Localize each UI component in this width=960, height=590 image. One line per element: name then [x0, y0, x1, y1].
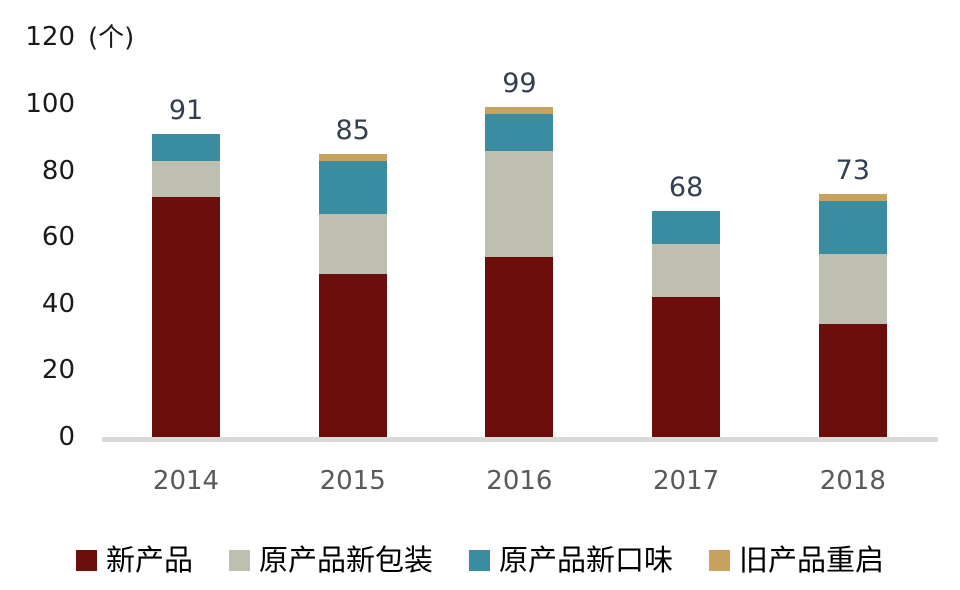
- bar-segment-new-product: [818, 323, 887, 437]
- legend-label: 新产品: [105, 543, 193, 577]
- bar-segment-original-product-new-flavor: [818, 200, 887, 254]
- x-axis-baseline: [102, 437, 938, 442]
- x-axis-label: 2014: [152, 466, 220, 496]
- bar-total-label: 85: [335, 114, 370, 146]
- y-axis-tick-label: 40: [41, 288, 75, 319]
- legend-item-original-product-new-packaging: 原产品新包装: [228, 543, 433, 577]
- legend-label: 原产品新口味: [499, 543, 674, 577]
- x-axis-label: 2018: [819, 466, 886, 496]
- bar-segment-original-product-new-flavor: [152, 133, 220, 161]
- bar-segment-new-product: [152, 197, 220, 437]
- y-axis-tick-label: 60: [41, 222, 75, 253]
- y-axis-tick-label: 100: [25, 89, 75, 119]
- bar-segment-original-product-new-flavor: [318, 160, 387, 214]
- bar-segment-original-product-new-packaging: [818, 253, 887, 324]
- y-axis-tick-label: 20: [41, 355, 75, 386]
- bar-segment-old-product-relaunch: [318, 153, 387, 161]
- bar-segment-new-product: [318, 273, 387, 437]
- legend-label: 旧产品重启: [739, 543, 885, 577]
- legend-label: 原产品新包装: [258, 543, 433, 577]
- legend-swatch-new-product: [75, 549, 97, 571]
- bar-total-label: 99: [502, 68, 537, 100]
- x-axis-label: 2017: [653, 466, 720, 496]
- bar-segment-original-product-new-flavor: [485, 113, 554, 151]
- y-axis-tick-label: 0: [58, 422, 75, 452]
- bar-segment-new-product: [652, 297, 721, 437]
- legend-item-new-product: 新产品: [75, 543, 193, 577]
- y-axis-tick-label: 120: [25, 22, 75, 53]
- bar-segment-original-product-new-packaging: [652, 243, 721, 298]
- bar-segment-original-product-new-packaging: [152, 160, 220, 198]
- bar-segment-old-product-relaunch: [818, 193, 887, 201]
- legend-swatch-old-product-relaunch: [709, 549, 731, 571]
- y-axis-tick-label: 80: [41, 155, 75, 186]
- legend-swatch-original-product-new-flavor: [469, 549, 490, 571]
- y-axis-unit-label: (个): [88, 23, 135, 53]
- bar-segment-original-product-new-flavor: [652, 210, 721, 244]
- bar-segment-original-product-new-packaging: [485, 150, 554, 258]
- bar-segment-old-product-relaunch: [485, 107, 554, 114]
- bar-total-label: 73: [835, 154, 870, 186]
- legend-item-original-product-new-flavor: 原产品新口味: [469, 543, 673, 577]
- legend: 新产品 原产品新包装 原产品新口味 旧产品重启: [0, 536, 960, 584]
- bar-total-label: 91: [168, 94, 204, 126]
- x-axis-label: 2016: [486, 466, 553, 496]
- legend-swatch-original-product-new-packaging: [228, 549, 250, 571]
- bar-segment-new-product: [485, 257, 554, 437]
- bar-segment-original-product-new-packaging: [318, 213, 387, 274]
- x-axis-label: 2015: [319, 466, 386, 496]
- legend-item-old-product-relaunch: 旧产品重启: [709, 543, 884, 577]
- bar-total-label: 68: [668, 171, 704, 203]
